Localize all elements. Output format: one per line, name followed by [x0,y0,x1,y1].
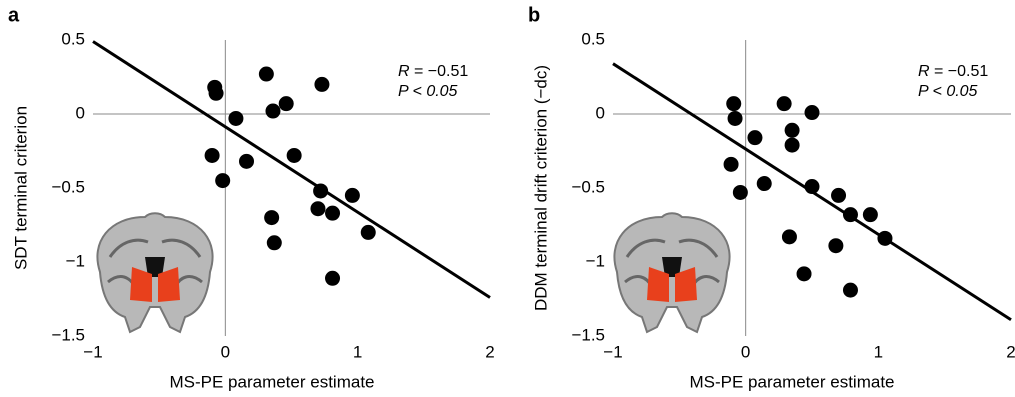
data-point [805,179,820,194]
data-point [239,154,254,169]
annotation: P < 0.05 [918,83,978,100]
y-axis-label: SDT terminal criterion [11,106,30,270]
x-tick-label: 0 [741,342,750,361]
annotation-value: = −0.51 [930,63,989,80]
y-tick-label: 0 [596,103,605,122]
data-point [724,157,739,172]
data-point [325,206,340,221]
data-point [843,283,858,298]
data-point [215,173,230,188]
y-tick-label: −1.5 [571,325,605,344]
data-point [747,130,762,145]
annotation-value: = −0.51 [410,63,469,80]
data-point [205,148,220,163]
x-axis-label: MS-PE parameter estimate [689,372,894,391]
x-tick-label: 1 [874,342,883,361]
data-point [777,96,792,111]
brain-image [97,213,212,332]
x-tick-label: 1 [353,342,362,361]
data-point [785,138,800,153]
y-tick-label: 0 [76,103,85,122]
annotation: P < 0.05 [398,83,458,100]
data-point [345,188,360,203]
data-point [314,77,329,92]
data-point [757,176,772,191]
data-point [264,210,279,225]
panel-label: a [8,4,20,26]
data-point [265,104,280,119]
data-point [797,266,812,281]
brain-image [614,213,729,332]
y-tick-label: −1 [66,251,85,270]
data-point [828,238,843,253]
y-tick-label: 0.5 [61,29,85,48]
data-point [209,86,224,101]
data-point [325,271,340,286]
y-tick-label: −1 [586,251,605,270]
y-tick-label: −0.5 [51,177,85,196]
data-point [310,201,325,216]
data-point [287,148,302,163]
data-point [313,183,328,198]
x-tick-label: 0 [221,342,230,361]
data-point [726,96,741,111]
data-point [361,225,376,240]
annotation-symbol: R [918,63,930,80]
x-tick-label: −1 [83,342,102,361]
y-tick-label: −1.5 [51,325,85,344]
data-point [279,96,294,111]
data-point [831,188,846,203]
x-tick-label: −1 [603,342,622,361]
data-point [259,67,274,82]
x-tick-label: 2 [1006,342,1015,361]
data-point [877,231,892,246]
panel-label: b [528,4,540,26]
y-axis-label: DDM terminal drift criterion (−dc) [531,65,550,311]
x-axis-label: MS-PE parameter estimate [169,372,374,391]
annotation-symbol: R [398,63,410,80]
data-point [728,111,743,126]
data-point [267,235,282,250]
data-point [805,105,820,120]
annotation: R = −0.51 [918,63,988,80]
figure: −1.5−1−0.500.5−1012aSDT terminal criteri… [0,0,1015,397]
annotation: R = −0.51 [398,63,468,80]
data-point [782,229,797,244]
data-point [863,207,878,222]
data-point [228,111,243,126]
y-tick-label: 0.5 [581,29,605,48]
data-point [733,185,748,200]
x-tick-label: 2 [485,342,494,361]
y-tick-label: −0.5 [571,177,605,196]
data-point [785,123,800,138]
data-point [843,207,858,222]
